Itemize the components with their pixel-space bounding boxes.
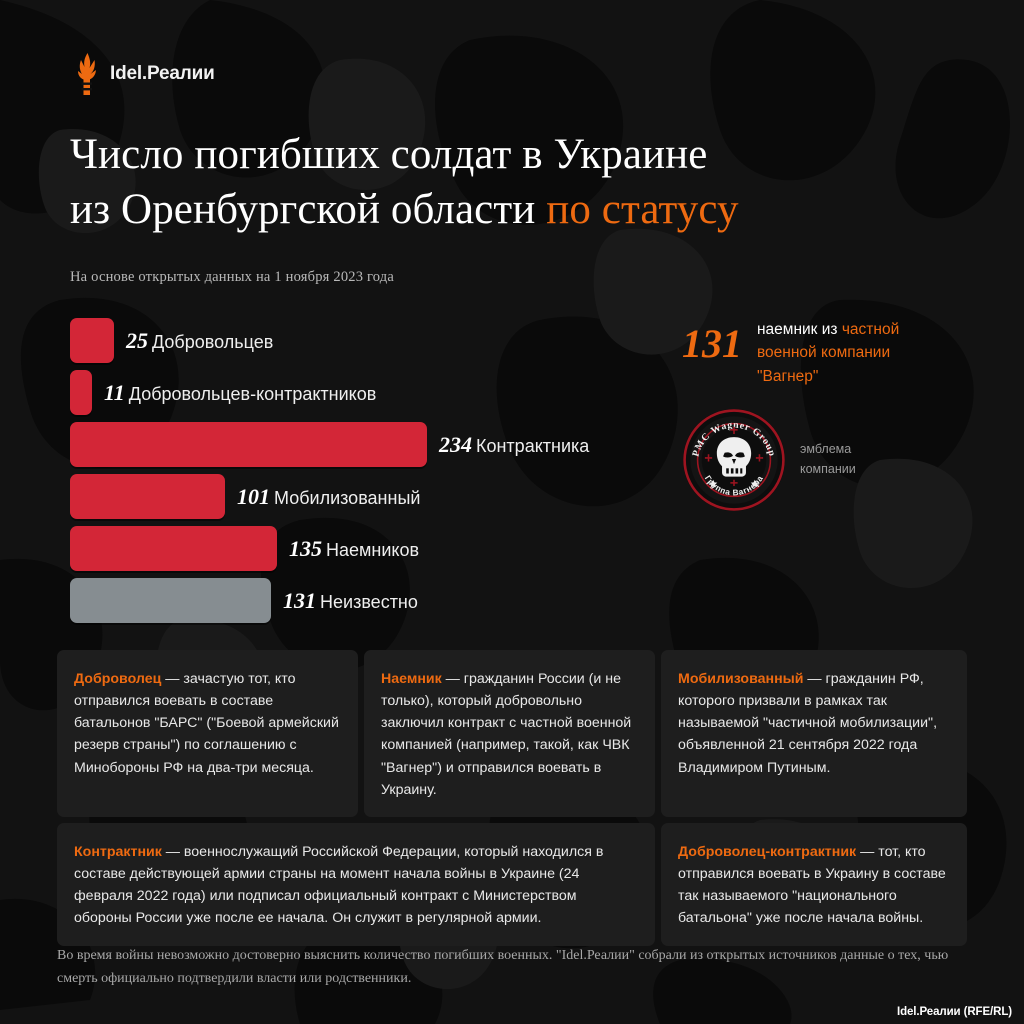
bar-row: 11 Добровольцев-контрактников (70, 370, 670, 415)
emblem-caption-line-2: компании (800, 461, 856, 476)
definition-body: — гражданин России (и не только), которы… (381, 671, 632, 798)
footer-credit: Idel.Реалии (RFE/RL) (896, 1006, 1012, 1018)
definitions-row-top: Доброволец — зачастую тот, кто отправилс… (57, 650, 967, 817)
title-line-1: Число погибших солдат в Украине (70, 131, 708, 178)
bar-value: 135 (289, 535, 322, 561)
page-subtitle: На основе открытых данных на 1 ноября 20… (70, 268, 395, 285)
page-title: Число погибших солдат в Украине из Оренб… (70, 127, 950, 238)
bar-row: 234 Контрактника (70, 422, 670, 467)
bar-row: 25 Добровольцев (70, 318, 670, 363)
bar-label: 131 Неизвестно (283, 587, 418, 613)
wagner-headline: 131 наемник из частной военной компании … (682, 318, 982, 388)
bar-label: 25 Добровольцев (126, 327, 274, 353)
definitions-section: Доброволец — зачастую тот, кто отправилс… (57, 650, 967, 952)
bar-label: 234 Контрактника (439, 431, 590, 457)
wagner-emblem-caption: эмблема компании (800, 440, 856, 479)
bar-category: Наемников (326, 539, 420, 560)
title-line-2: из Оренбургской области по статусу (70, 182, 950, 237)
wagner-count: 131 (682, 321, 742, 366)
bar-category: Контрактника (476, 435, 590, 456)
wagner-panel: 131 наемник из частной военной компании … (682, 318, 982, 512)
bar-value: 25 (126, 327, 148, 353)
bar-row: 131 Неизвестно (70, 578, 670, 623)
definition-card-mobilized: Мобилизованный — гражданин РФ, которого … (661, 650, 967, 817)
bar-row: 135 Наемников (70, 526, 670, 571)
definition-term: Наемник (381, 671, 442, 687)
bar-unknown (70, 578, 271, 623)
bar-volunteers (70, 318, 114, 363)
title-line-2-accent: по статусу (546, 186, 739, 234)
footer-disclaimer: Во время войны невозможно достоверно выя… (57, 948, 949, 987)
bar-chart: 25 Добровольцев 11 Добровольцев-контрактни… (70, 318, 670, 630)
bar-category: Мобилизованный (274, 487, 421, 508)
wagner-description-plain: наемник из (757, 321, 842, 338)
emblem-caption-line-1: эмблема (800, 442, 852, 457)
bar-mobilized (70, 474, 225, 519)
wagner-description: наемник из частной военной компании "Ваг… (757, 318, 932, 388)
bar-value: 11 (104, 379, 125, 405)
title-line-2-plain: из Оренбургской области (70, 186, 547, 234)
definition-term: Доброволец-контрактник (678, 843, 857, 860)
wagner-group-emblem-icon: PMC Wagner Group Группа Вагнера (683, 408, 785, 511)
definition-card-volunteer: Доброволец — зачастую тот, кто отправилс… (57, 650, 358, 817)
bar-value: 234 (439, 431, 472, 457)
bar-mercenaries (70, 526, 277, 571)
bar-label: 101 Мобилизованный (237, 483, 421, 509)
bar-volunteer-contractors (70, 370, 92, 415)
brand-logo[interactable]: Idel.Реалии (74, 52, 215, 96)
bar-row: 101 Мобилизованный (70, 474, 670, 519)
definition-card-volunteer-contractor: Доброволец-контрактник — тот, кто отправ… (661, 822, 967, 946)
bar-category: Неизвестно (320, 591, 418, 612)
definition-term: Доброволец (74, 671, 162, 687)
bar-category: Добровольцев-контрактников (128, 383, 377, 404)
definition-card-mercenary: Наемник — гражданин России (и не только)… (364, 650, 655, 817)
bar-contractors (70, 422, 427, 467)
bar-label: 135 Наемников (289, 535, 420, 561)
bar-label: 11 Добровольцев-контрактников (104, 379, 377, 405)
torch-flame-icon (78, 53, 96, 95)
definitions-row-bottom: Контрактник — военнослужащий Российской … (57, 822, 967, 946)
definition-term: Контрактник (74, 843, 162, 860)
bar-value: 101 (237, 483, 270, 509)
brand-logo-text: Idel.Реалии (110, 63, 215, 84)
definition-term: Мобилизованный (678, 671, 804, 687)
title-block: Число погибших солдат в Украине из Оренб… (70, 127, 950, 286)
wagner-emblem-row: PMC Wagner Group Группа Вагнера (682, 408, 982, 512)
bar-value: 131 (283, 587, 316, 613)
bar-category: Добровольцев (152, 331, 274, 352)
definition-card-contractor: Контрактник — военнослужащий Российской … (57, 822, 655, 946)
